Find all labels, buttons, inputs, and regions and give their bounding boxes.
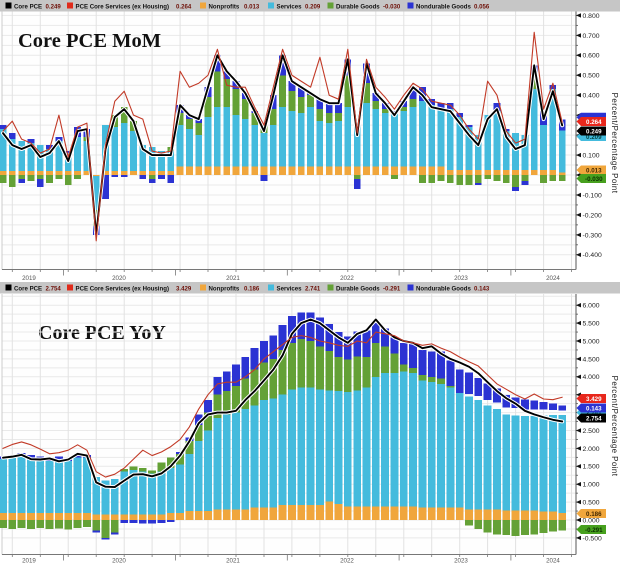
svg-text:Services: Services [277, 4, 303, 11]
svg-text:0.013: 0.013 [586, 167, 602, 174]
svg-text:0.056: 0.056 [474, 4, 490, 11]
svg-text:3.429: 3.429 [176, 286, 192, 293]
svg-text:0.700: 0.700 [583, 33, 600, 40]
svg-text:6.000: 6.000 [583, 303, 600, 310]
svg-text:2023: 2023 [454, 275, 468, 282]
svg-text:-0.291: -0.291 [383, 286, 401, 293]
svg-text:-0.030: -0.030 [383, 4, 401, 11]
svg-text:Durable Goods: Durable Goods [336, 4, 380, 11]
svg-text:-0.500: -0.500 [583, 535, 602, 542]
svg-text:Services: Services [277, 286, 303, 293]
svg-text:2021: 2021 [226, 558, 240, 564]
svg-text:2022: 2022 [340, 558, 354, 564]
svg-text:PCE Core Services (ex Housing): PCE Core Services (ex Housing) [76, 286, 169, 293]
svg-text:0.500: 0.500 [583, 500, 600, 507]
svg-text:2021: 2021 [226, 275, 240, 282]
svg-text:0.186: 0.186 [244, 286, 260, 293]
svg-text:4.500: 4.500 [583, 356, 600, 363]
svg-text:0.264: 0.264 [586, 119, 602, 126]
svg-text:0.000: 0.000 [583, 517, 600, 524]
svg-text:0.209: 0.209 [305, 4, 321, 11]
svg-text:0.013: 0.013 [244, 4, 260, 11]
svg-text:1.000: 1.000 [583, 482, 600, 489]
svg-text:0.249: 0.249 [46, 4, 62, 11]
svg-text:2019: 2019 [22, 558, 36, 564]
svg-text:2023: 2023 [454, 558, 468, 564]
svg-text:Durable Goods: Durable Goods [336, 286, 380, 293]
svg-text:0.264: 0.264 [176, 4, 192, 11]
svg-text:2.741: 2.741 [586, 410, 602, 417]
svg-text:2019: 2019 [22, 275, 36, 282]
svg-text:0.186: 0.186 [586, 511, 602, 518]
svg-text:0.209: 0.209 [586, 134, 602, 141]
svg-text:5.000: 5.000 [583, 338, 600, 345]
svg-text:2.000: 2.000 [583, 446, 600, 453]
svg-text:2024: 2024 [546, 275, 560, 282]
svg-text:2022: 2022 [340, 275, 354, 282]
svg-text:0.400: 0.400 [583, 93, 600, 100]
svg-text:Core PCE MoM: Core PCE MoM [18, 30, 161, 52]
svg-text:2.754: 2.754 [46, 286, 62, 293]
svg-text:-0.400: -0.400 [583, 252, 602, 259]
svg-text:5.500: 5.500 [583, 321, 600, 328]
svg-text:-0.100: -0.100 [583, 192, 602, 199]
svg-text:Nondurable Goods: Nondurable Goods [416, 4, 471, 11]
svg-text:2.754: 2.754 [586, 415, 602, 422]
svg-text:0.600: 0.600 [583, 53, 600, 60]
svg-text:0.143: 0.143 [474, 286, 490, 293]
svg-text:-0.291: -0.291 [585, 527, 603, 534]
svg-text:0.143: 0.143 [586, 405, 602, 412]
svg-text:0.500: 0.500 [583, 73, 600, 80]
svg-text:Core PCE: Core PCE [14, 286, 42, 293]
svg-text:3.429: 3.429 [586, 396, 602, 403]
svg-text:Nondurable Goods: Nondurable Goods [416, 286, 471, 293]
svg-text:2020: 2020 [112, 275, 126, 282]
svg-text:2024: 2024 [546, 558, 560, 564]
svg-text:2020: 2020 [112, 558, 126, 564]
svg-text:Percent/Percentage Point: Percent/Percentage Point [610, 93, 619, 194]
svg-text:0.249: 0.249 [586, 128, 602, 135]
svg-text:0.100: 0.100 [583, 153, 600, 160]
svg-text:4.000: 4.000 [583, 374, 600, 381]
svg-text:1.500: 1.500 [583, 464, 600, 471]
svg-text:2.741: 2.741 [305, 286, 321, 293]
svg-text:0.800: 0.800 [583, 13, 600, 20]
svg-text:2.500: 2.500 [583, 428, 600, 435]
svg-text:Nonprofits: Nonprofits [209, 286, 240, 293]
svg-text:Core PCE YoY: Core PCE YoY [38, 322, 166, 344]
svg-text:Percent/Percentage Point: Percent/Percentage Point [610, 376, 619, 477]
svg-text:-0.300: -0.300 [583, 232, 602, 239]
svg-text:-0.030: -0.030 [585, 176, 603, 183]
svg-text:Nonprofits: Nonprofits [209, 4, 240, 11]
svg-text:Core PCE: Core PCE [14, 4, 42, 11]
svg-text:-0.200: -0.200 [583, 212, 602, 219]
svg-text:PCE Core Services (ex Housing): PCE Core Services (ex Housing) [76, 4, 169, 11]
